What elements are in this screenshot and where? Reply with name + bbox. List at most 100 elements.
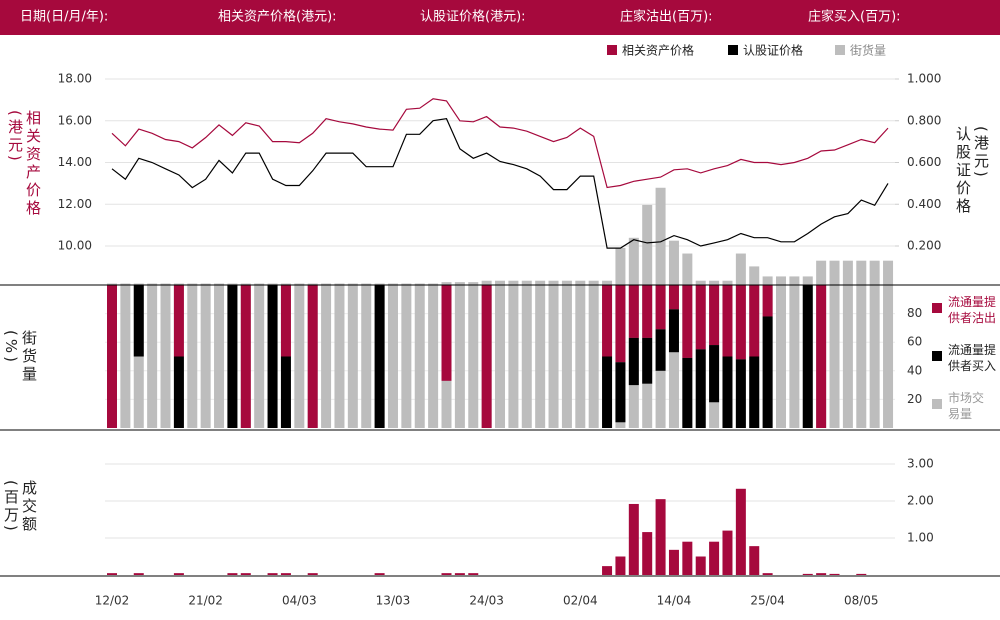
- y-tick-label: 16.00: [58, 113, 92, 127]
- y2-axis-label: 认股证价格(港元): [954, 126, 990, 216]
- lp-bar: [816, 285, 827, 428]
- legend-text: 流通量提供者买入: [948, 343, 997, 373]
- price-line: [111, 98, 889, 189]
- y-tick-label: 18.00: [58, 72, 92, 86]
- lp-bar: [668, 309, 679, 353]
- volume-bar: [374, 573, 385, 575]
- street-bar: [160, 283, 171, 428]
- y4-tick-label: 3.00: [907, 457, 934, 471]
- volume-bar: [829, 573, 840, 575]
- lp-bar: [441, 285, 452, 381]
- street-bar: [575, 280, 586, 428]
- lp-bar: [762, 285, 773, 317]
- lp-bar: [280, 356, 291, 428]
- header-label: 认股证价格(港元):: [420, 9, 526, 25]
- street-bar: [347, 283, 358, 428]
- street-bar: [254, 283, 265, 428]
- street-bar: [508, 280, 519, 428]
- lp-bar: [642, 337, 653, 384]
- volume-bar: [749, 546, 760, 575]
- lp-bar: [602, 285, 613, 357]
- street-bar: [856, 260, 867, 428]
- street-bar: [468, 282, 479, 428]
- volume-bar: [802, 573, 813, 575]
- y4-tick-label: 1.00: [907, 531, 934, 545]
- lp-bar: [602, 356, 613, 428]
- lp-bar: [762, 316, 773, 428]
- y-axis-label: 相关资产价格(港元): [6, 110, 42, 218]
- header-label: 庄家沽出(百万):: [620, 9, 713, 25]
- lp-bar: [481, 285, 492, 428]
- volume-bar: [856, 573, 867, 575]
- lp-bar: [722, 285, 733, 357]
- legend-text: 街货量: [850, 43, 886, 58]
- volume-bar: [682, 541, 693, 575]
- lp-bar: [628, 285, 639, 338]
- lp-bar: [695, 285, 706, 350]
- lp-bar: [173, 285, 184, 357]
- x-tick-label: 14/04: [657, 594, 692, 608]
- x-tick-label: 24/03: [469, 594, 504, 608]
- lp-bar: [735, 359, 746, 428]
- street-bar: [842, 260, 853, 428]
- y-tick-label: 10.00: [58, 239, 92, 253]
- lp-bar: [682, 357, 693, 428]
- x-tick-label: 25/04: [750, 594, 785, 608]
- lp-bar: [695, 349, 706, 428]
- volume-bar: [735, 488, 746, 575]
- volume-bar: [240, 573, 251, 575]
- legend-text: 市场交易量: [948, 391, 985, 421]
- lp-bar: [374, 285, 385, 428]
- street-bar: [829, 260, 840, 428]
- lp-bar: [628, 337, 639, 386]
- volume-bar: [602, 566, 613, 575]
- street-bar: [588, 280, 599, 428]
- street-bar: [334, 283, 345, 428]
- volume-bar: [668, 549, 679, 575]
- y-tick-label: 12.00: [58, 197, 92, 211]
- volume-bar: [615, 556, 626, 575]
- volume-bar: [107, 573, 117, 575]
- volume-bar: [642, 532, 653, 575]
- y3-tick-label: 80: [907, 306, 922, 320]
- x-tick-label: 13/03: [376, 594, 411, 608]
- street-bar: [883, 260, 894, 428]
- legend-swatch: [932, 303, 942, 313]
- street-bar: [428, 283, 439, 428]
- street-bar: [120, 283, 131, 428]
- header-label: 日期(日/月/年):: [20, 10, 108, 25]
- volume-bar: [695, 556, 706, 575]
- street-bar: [454, 282, 465, 428]
- lp-bar: [615, 362, 626, 423]
- volume-bar: [227, 573, 238, 575]
- y-tick-label: 14.00: [58, 155, 92, 169]
- volume-bar: [280, 573, 291, 575]
- volume-bar: [133, 573, 144, 575]
- lp-bar: [722, 356, 733, 428]
- street-bar: [789, 276, 800, 428]
- lp-bar: [173, 356, 184, 428]
- street-bar: [548, 280, 559, 428]
- volume-bar: [307, 573, 318, 575]
- lp-bar: [107, 285, 117, 428]
- y3-tick-label: 60: [907, 335, 922, 349]
- legend-swatch: [932, 399, 942, 409]
- legend-swatch: [932, 351, 942, 361]
- street-bar: [521, 280, 532, 428]
- lp-bar: [642, 285, 653, 338]
- street-bar: [414, 283, 425, 428]
- y4-axis-label: 成交额(百万): [2, 480, 38, 534]
- lp-bar: [668, 285, 679, 310]
- lp-bar: [240, 285, 251, 428]
- y4-tick-label: 2.00: [907, 494, 934, 508]
- street-bar: [147, 283, 158, 428]
- street-bar: [187, 283, 198, 428]
- volume-bar: [454, 573, 465, 575]
- legend-swatch: [607, 45, 617, 55]
- lp-bar: [735, 285, 746, 360]
- volume-bar: [709, 541, 720, 575]
- street-bar: [361, 283, 372, 428]
- street-bar: [294, 283, 305, 428]
- x-tick-label: 02/04: [563, 594, 598, 608]
- header-label: 庄家买入(百万):: [808, 9, 901, 25]
